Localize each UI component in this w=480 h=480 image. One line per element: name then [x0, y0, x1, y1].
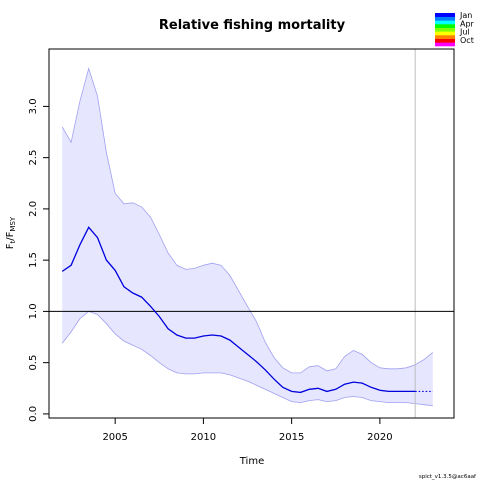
lower-bound-line — [61, 310, 433, 407]
legend-color-bar — [435, 13, 455, 47]
y-label-sub-t: t — [9, 240, 17, 243]
y-tick-label: 3.0 — [28, 98, 39, 114]
y-axis-label: Ft/FMSY — [5, 216, 17, 249]
y-axis: 0.0 0.5 1.0 1.5 2.0 2.5 3.0 — [28, 98, 49, 422]
y-label-sep: / — [5, 237, 16, 241]
x-tick-label: 2020 — [367, 432, 392, 443]
y-tick-label: 1.5 — [28, 252, 39, 268]
legend-swatch — [435, 31, 455, 36]
x-tick-label: 2015 — [279, 432, 304, 443]
legend-swatch — [435, 27, 455, 32]
estimate-layer — [61, 226, 433, 394]
x-tick-label: 2005 — [102, 432, 127, 443]
x-axis: 2005 2010 2015 2020 — [102, 418, 393, 443]
legend-swatch — [435, 24, 455, 28]
upper-bound-line — [61, 67, 434, 374]
legend-swatch — [435, 16, 455, 21]
version-footer: spict_v1.3.5@ac6aaf — [419, 474, 477, 480]
y-tick-label: 1.0 — [28, 303, 39, 319]
y-label-f-msy: F — [5, 231, 16, 237]
y-tick-label: 2.0 — [28, 201, 39, 217]
y-tick-label: 0.0 — [28, 406, 39, 422]
legend-label: Jul — [459, 28, 470, 37]
y-label-sub-msy: MSY — [9, 216, 17, 231]
legend-swatch — [435, 20, 455, 25]
legend-swatch — [435, 35, 455, 39]
chart-title: Relative fishing mortality — [159, 18, 346, 33]
legend-swatch — [435, 42, 455, 47]
x-tick-label: 2010 — [191, 432, 216, 443]
legend-label: Oct — [460, 36, 474, 45]
legend-swatch — [435, 13, 455, 17]
y-tick-label: 0.5 — [28, 355, 39, 371]
legend-swatch — [435, 38, 455, 43]
confidence-band-layer — [61, 67, 434, 407]
confidence-band-fill — [62, 68, 433, 406]
reference-layer — [49, 49, 454, 418]
plot-area — [49, 49, 454, 418]
legend-label: Jan — [459, 11, 472, 20]
y-tick-label: 2.5 — [28, 150, 39, 166]
plot-frame — [48, 48, 455, 419]
legend-label: Apr — [460, 19, 475, 28]
estimate-line — [61, 226, 416, 394]
y-label-f: F — [5, 243, 16, 249]
x-axis-label: Time — [239, 456, 264, 467]
